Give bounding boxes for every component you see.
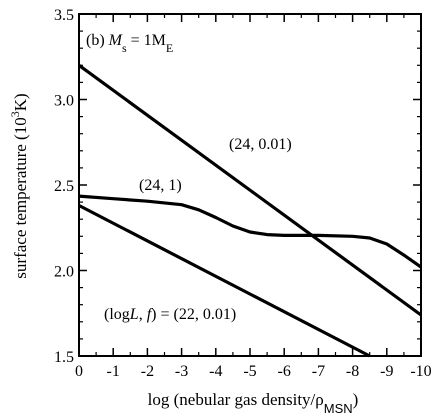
x-tick-label: -7 <box>312 363 325 380</box>
plot-lines <box>78 64 422 358</box>
series-line-2 <box>78 194 422 269</box>
series-line-3 <box>78 204 371 358</box>
y-axis-label: surface temperature (103K) <box>8 93 30 278</box>
x-tick-label: -8 <box>346 363 359 380</box>
annotation-24-1: (24, 1) <box>139 177 182 194</box>
y-tick-label: 3.5 <box>54 7 74 24</box>
x-tick-label: -6 <box>278 363 291 380</box>
x-tick-label: -10 <box>410 363 431 380</box>
plot-frame <box>78 13 422 357</box>
x-axis-label: log (nebular gas density/ρMSN) <box>148 390 359 416</box>
series-line-1 <box>78 64 422 317</box>
x-tick-label: 0 <box>75 363 83 380</box>
annotation-22-001: (logL, f) = (22, 0.01) <box>104 306 236 323</box>
y-tick-label: 3.0 <box>54 93 74 110</box>
x-tick-label: -1 <box>107 363 120 380</box>
panel-label: (b) Ms = 1ME <box>86 32 173 55</box>
x-tick-label: -2 <box>141 363 154 380</box>
y-tick-label: 1.5 <box>54 349 74 366</box>
tick-labels: 0 -1 -2 -3 -4 -5 -6 -7 -8 -9 -10 1.5 2.0 2.5 3.0 3.5 <box>54 7 432 380</box>
axis-ticks <box>78 13 422 357</box>
x-tick-label: -4 <box>209 363 222 380</box>
x-tick-label: -5 <box>243 363 256 380</box>
y-tick-label: 2.5 <box>54 178 74 195</box>
y-tick-label: 2.0 <box>54 264 74 281</box>
annotation-24-001: (24, 0.01) <box>229 136 292 153</box>
x-tick-label: -3 <box>175 363 188 380</box>
x-tick-label: -9 <box>380 363 393 380</box>
